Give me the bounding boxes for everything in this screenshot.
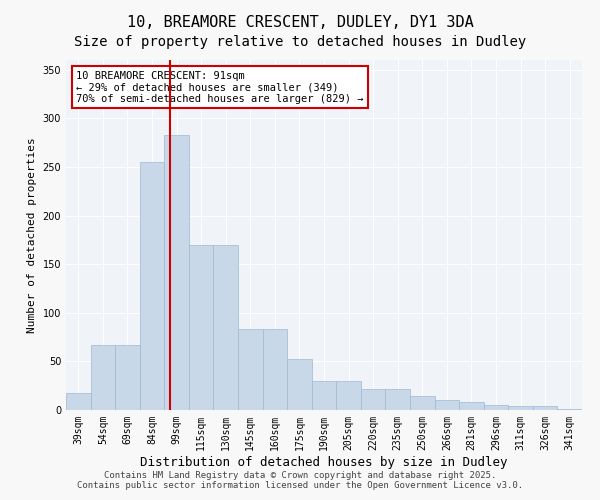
- Bar: [214, 244, 238, 410]
- Bar: [459, 402, 484, 410]
- Bar: [312, 381, 336, 410]
- Bar: [189, 244, 214, 410]
- Bar: [140, 162, 164, 410]
- Bar: [263, 330, 287, 410]
- X-axis label: Distribution of detached houses by size in Dudley: Distribution of detached houses by size …: [140, 456, 508, 468]
- Bar: [164, 135, 189, 410]
- Bar: [508, 406, 533, 410]
- Bar: [336, 381, 361, 410]
- Bar: [238, 330, 263, 410]
- Text: 10 BREAMORE CRESCENT: 91sqm
← 29% of detached houses are smaller (349)
70% of se: 10 BREAMORE CRESCENT: 91sqm ← 29% of det…: [76, 70, 364, 104]
- Text: 10, BREAMORE CRESCENT, DUDLEY, DY1 3DA: 10, BREAMORE CRESCENT, DUDLEY, DY1 3DA: [127, 15, 473, 30]
- Text: Size of property relative to detached houses in Dudley: Size of property relative to detached ho…: [74, 35, 526, 49]
- Bar: [66, 392, 91, 410]
- Bar: [484, 405, 508, 410]
- Bar: [557, 409, 582, 410]
- Bar: [287, 360, 312, 410]
- Bar: [361, 388, 385, 410]
- Bar: [410, 396, 434, 410]
- Bar: [115, 345, 140, 410]
- Bar: [533, 406, 557, 410]
- Bar: [385, 388, 410, 410]
- Y-axis label: Number of detached properties: Number of detached properties: [27, 137, 37, 333]
- Bar: [434, 400, 459, 410]
- Bar: [91, 345, 115, 410]
- Text: Contains HM Land Registry data © Crown copyright and database right 2025.
Contai: Contains HM Land Registry data © Crown c…: [77, 470, 523, 490]
